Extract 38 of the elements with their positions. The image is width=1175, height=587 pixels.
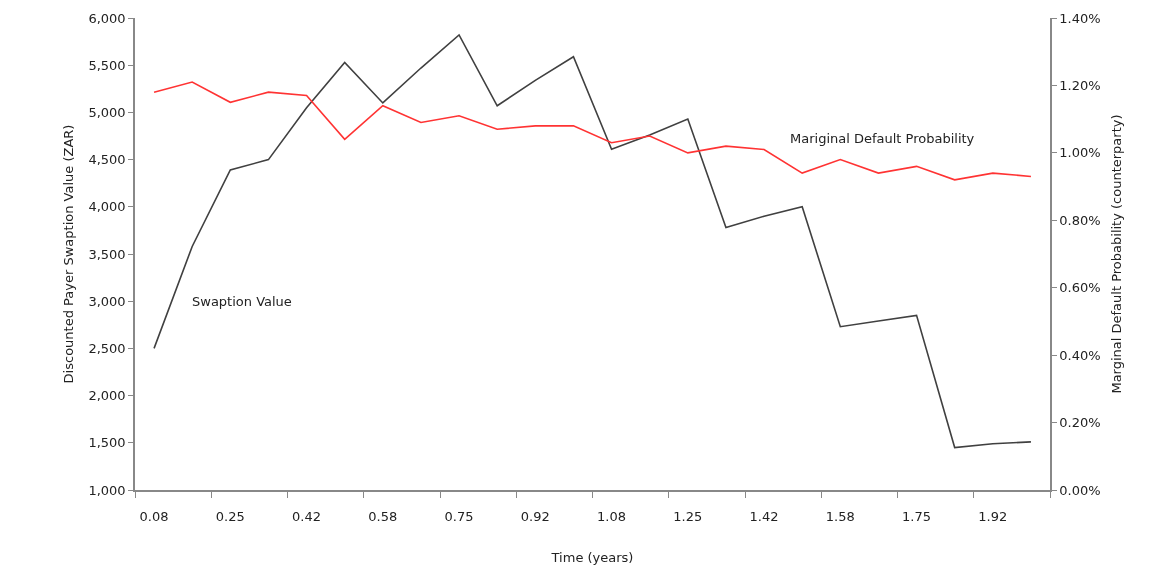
line-series [153,81,1032,181]
y2-tick-label: 0.80% [1059,212,1101,228]
y-tick-label: 1,500 [88,435,126,451]
y-tick-label: 1,000 [88,482,126,498]
y-tick-label: 2,500 [88,340,126,356]
y-tick-label: 5,500 [88,57,126,73]
y-tick-label: 3,500 [88,246,126,262]
x-tick-label: 1.58 [825,509,855,525]
x-tick-label: 0.58 [368,509,398,525]
x-tick-label: 1.92 [978,509,1008,525]
x-tick-label: 0.08 [139,509,169,525]
y2-axis-title: Marginal Default Probability (counterparty) [1108,114,1124,394]
x-tick-label: 0.42 [292,509,322,525]
x-tick-label: 0.25 [215,509,245,525]
line-series [153,34,1032,449]
y-tick-label: 4,000 [88,199,126,215]
x-tick-label: 0.92 [520,509,550,525]
series-label: Mariginal Default Probability [790,131,975,146]
y2-tick-label: 0.40% [1059,347,1101,363]
x-axis-title: Time (years) [550,550,634,566]
y-tick-label: 2,000 [88,388,126,404]
y-tick-label: 5,000 [88,104,126,120]
y2-tick-label: 0.00% [1059,482,1101,498]
y2-tick-label: 1.20% [1059,77,1101,93]
y-axis-title: Discounted Payer Swaption Value (ZAR) [60,124,76,384]
x-tick-label: 1.25 [673,509,703,525]
y2-tick-label: 0.20% [1059,415,1101,431]
x-tick-label: 1.75 [902,509,932,525]
y2-tick-label: 1.00% [1059,145,1101,161]
y-tick-label: 4,500 [88,152,126,168]
x-tick-label: 0.75 [444,509,474,525]
y2-tick-label: 0.60% [1059,280,1101,296]
y-tick-label: 3,000 [88,293,126,309]
x-tick-label: 1.08 [597,509,627,525]
y2-tick-label: 1.40% [1059,10,1101,26]
x-tick-label: 1.42 [749,509,779,525]
y-tick-label: 6,000 [88,10,126,26]
series-label: Swaption Value [192,294,292,309]
